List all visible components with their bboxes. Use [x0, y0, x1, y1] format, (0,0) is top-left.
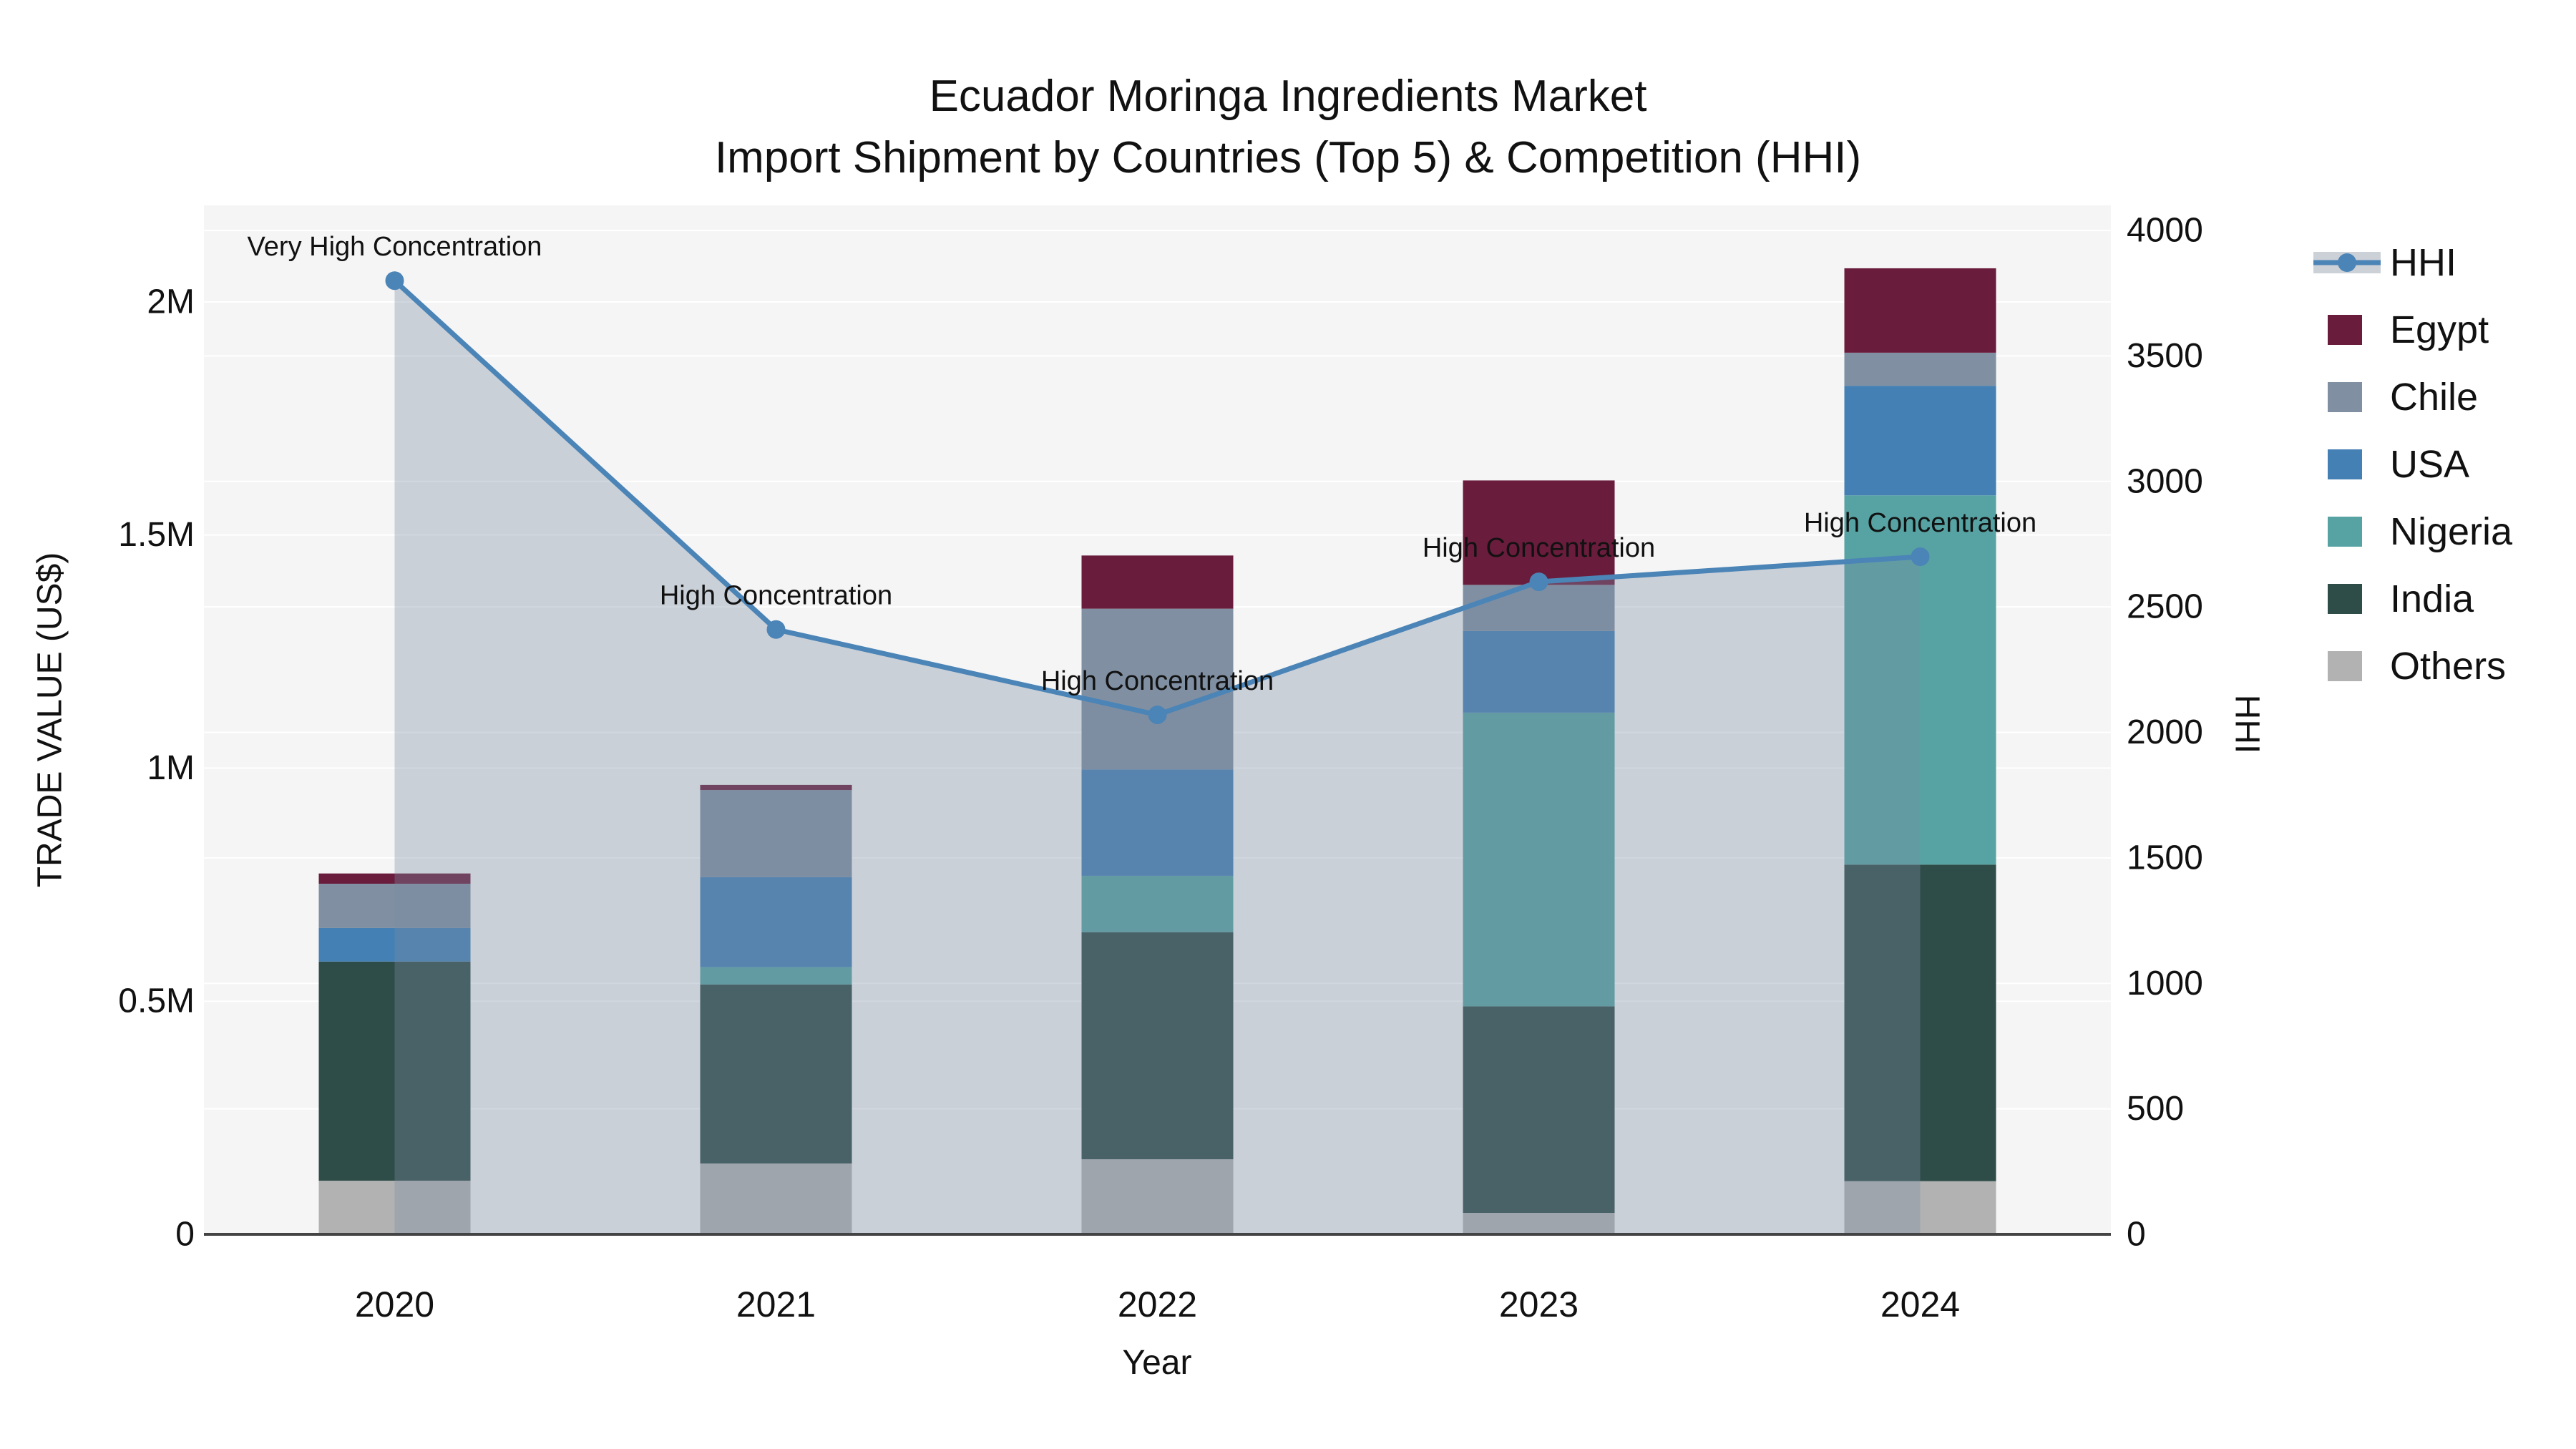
hhi-marker-2020[interactable]: [385, 271, 404, 291]
bar-segment-egypt-2020[interactable]: [318, 873, 471, 884]
x-tick-label-2024: 2024: [1880, 1284, 1960, 1324]
x-tick-label-2021: 2021: [736, 1284, 816, 1324]
bar-segment-india-2023[interactable]: [1463, 1006, 1615, 1214]
x-tick-label-2020: 2020: [355, 1284, 434, 1324]
y-left-axis-title: TRADE VALUE (US$): [31, 552, 69, 888]
y-right-tick-label: 2000: [2127, 713, 2203, 751]
legend-item-nigeria[interactable]: Nigeria: [2328, 510, 2513, 553]
annotation-2020: Very High Concentration: [248, 232, 542, 262]
bar-segment-others-2022[interactable]: [1081, 1159, 1234, 1234]
y-right-tick-label: 3500: [2127, 337, 2203, 375]
legend-label-egypt: Egypt: [2390, 308, 2489, 351]
bar-segment-chile-2024[interactable]: [1844, 352, 1996, 386]
legend-label-nigeria: Nigeria: [2390, 510, 2513, 553]
chart-title-line2: Import Shipment by Countries (Top 5) & C…: [714, 133, 1862, 182]
bar-segment-egypt-2024[interactable]: [1844, 268, 1996, 353]
chart-title-line1: Ecuador Moringa Ingredients Market: [929, 72, 1647, 121]
y-right-axis-title: HHI: [2228, 695, 2266, 754]
bar-segment-usa-2020[interactable]: [318, 927, 471, 962]
legend-item-india[interactable]: India: [2328, 577, 2474, 620]
annotation-2022: High Concentration: [1041, 666, 1274, 696]
legend-label-usa: USA: [2390, 443, 2469, 486]
bar-segment-india-2021[interactable]: [700, 984, 852, 1163]
bar-segment-others-2021[interactable]: [700, 1163, 852, 1234]
legend-item-chile[interactable]: Chile: [2328, 376, 2478, 419]
hhi-marker-2022[interactable]: [1148, 705, 1167, 724]
legend: HHI Egypt Chile USA Nigeria India Others: [2313, 241, 2513, 688]
bar-segment-nigeria-2022[interactable]: [1081, 875, 1234, 932]
y-right-tick-label: 1500: [2127, 839, 2203, 877]
legend-item-usa[interactable]: USA: [2328, 443, 2469, 486]
bar-segment-usa-2024[interactable]: [1844, 386, 1996, 496]
annotation-2021: High Concentration: [660, 581, 892, 611]
legend-item-others[interactable]: Others: [2328, 645, 2506, 688]
bar-segment-egypt-2022[interactable]: [1081, 555, 1234, 609]
y-right-tick-label: 0: [2127, 1216, 2146, 1254]
bar-segment-usa-2021[interactable]: [700, 877, 852, 967]
bar-segment-chile-2023[interactable]: [1463, 585, 1615, 631]
legend-swatch-chile: [2328, 382, 2362, 412]
bar-segment-others-2024[interactable]: [1844, 1181, 1996, 1234]
legend-swatch-usa: [2328, 449, 2362, 479]
x-tick-label-2023: 2023: [1499, 1284, 1579, 1324]
y-left-tick-label: 0.5M: [118, 982, 195, 1020]
y-right-tick-label: 2500: [2127, 588, 2203, 626]
y-right-tick-label: 3000: [2127, 462, 2203, 500]
bar-segment-chile-2022[interactable]: [1081, 608, 1234, 770]
bar-segment-usa-2022[interactable]: [1081, 769, 1234, 876]
x-axis-title: Year: [1123, 1344, 1192, 1382]
legend-label-india: India: [2390, 577, 2474, 620]
x-tick-label-2022: 2022: [1118, 1284, 1197, 1324]
bars-group: [318, 268, 1996, 1234]
y-right-tick-label: 1000: [2127, 965, 2203, 1002]
bar-segment-india-2022[interactable]: [1081, 932, 1234, 1160]
chart-title: Ecuador Moringa Ingredients Market Impor…: [0, 66, 2576, 189]
bar-segment-nigeria-2021[interactable]: [700, 967, 852, 985]
legend-swatch-india: [2328, 584, 2362, 614]
y-right-tick-label: 500: [2127, 1090, 2184, 1128]
y-left-tick-label: 1M: [147, 749, 195, 787]
legend-item-hhi[interactable]: HHI: [2313, 241, 2457, 284]
bar-segment-chile-2020[interactable]: [318, 884, 471, 928]
bar-segment-others-2020[interactable]: [318, 1181, 471, 1234]
legend-hhi-marker-sample: [2338, 253, 2356, 272]
y-left-tick-label: 2M: [147, 283, 195, 321]
bar-segment-india-2024[interactable]: [1844, 864, 1996, 1181]
hhi-area-fill: [394, 280, 1921, 1235]
y-right-tick-label: 4000: [2127, 212, 2203, 250]
bar-segment-others-2023[interactable]: [1463, 1213, 1615, 1234]
legend-label-others: Others: [2390, 645, 2506, 688]
hhi-marker-2021[interactable]: [766, 620, 786, 639]
bar-segment-chile-2021[interactable]: [700, 790, 852, 877]
bar-segment-india-2020[interactable]: [318, 961, 471, 1181]
hhi-marker-2024[interactable]: [1911, 547, 1930, 567]
bar-segment-egypt-2021[interactable]: [700, 784, 852, 791]
legend-label-chile: Chile: [2390, 376, 2478, 419]
legend-label-hhi: HHI: [2390, 241, 2457, 284]
legend-swatch-egypt: [2328, 315, 2362, 345]
annotation-2023: High Concentration: [1423, 533, 1655, 563]
legend-swatch-others: [2328, 651, 2362, 681]
bar-segment-egypt-2023[interactable]: [1463, 480, 1615, 585]
hhi-marker-2023[interactable]: [1529, 572, 1548, 592]
bar-segment-usa-2023[interactable]: [1463, 630, 1615, 713]
y-left-tick-label: 1.5M: [118, 516, 195, 554]
annotation-2024: High Concentration: [1804, 508, 2036, 538]
legend-swatch-nigeria: [2328, 517, 2362, 547]
bar-segment-nigeria-2023[interactable]: [1463, 712, 1615, 1007]
legend-item-egypt[interactable]: Egypt: [2328, 308, 2489, 351]
y-left-tick-label: 0: [175, 1216, 195, 1254]
